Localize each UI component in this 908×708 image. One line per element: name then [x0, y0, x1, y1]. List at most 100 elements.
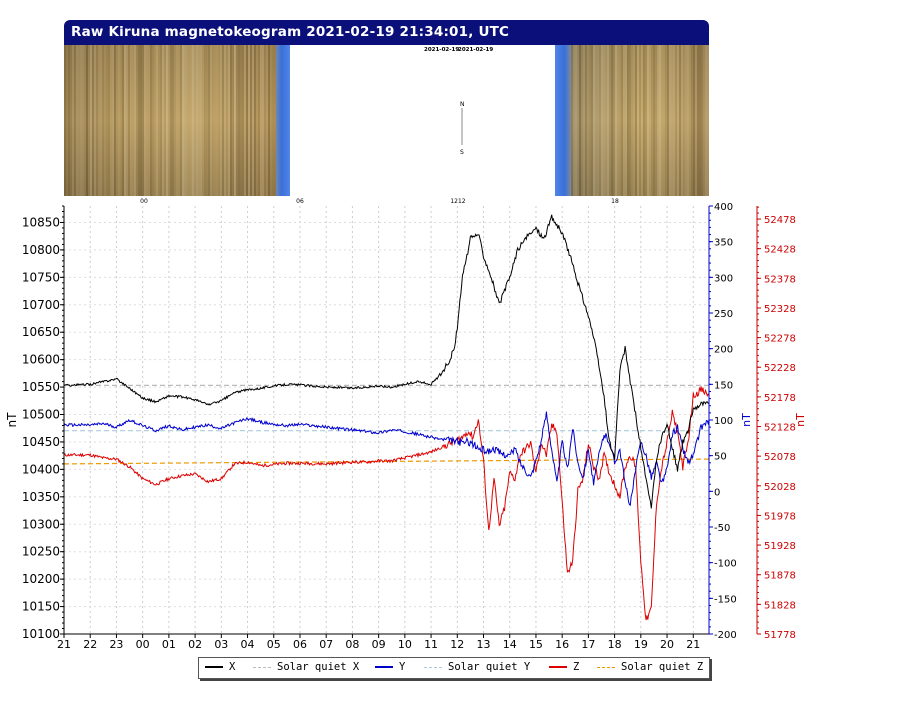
keogram-hour-label: 00 — [140, 198, 148, 205]
keogram-stripe — [94, 45, 96, 196]
keogram-stripe — [104, 45, 106, 196]
north-label: N — [460, 101, 465, 108]
keogram-stripe — [240, 45, 242, 196]
keogram-stripe — [222, 45, 224, 196]
keogram-stripe — [100, 45, 102, 196]
keogram-stripe — [651, 45, 653, 196]
keogram-stripe — [649, 45, 651, 196]
keogram-stripe — [248, 45, 250, 196]
keogram-stripe — [230, 45, 232, 196]
keogram-stripe — [226, 45, 228, 196]
keogram-stripe — [196, 45, 198, 196]
x-tick-label: 08 — [345, 638, 359, 651]
keogram-stripe — [192, 45, 194, 196]
y-tick-label-right-1: 400 — [714, 202, 733, 213]
keogram-stripe — [627, 45, 629, 196]
keogram-stripe — [180, 45, 182, 196]
keogram-stripe — [224, 45, 226, 196]
y-tick-label-right-1: -150 — [714, 594, 737, 605]
x-tick-label: 09 — [372, 638, 386, 651]
keogram-stripe — [102, 45, 104, 196]
x-tick-label: 17 — [581, 638, 595, 651]
keogram-stripe — [140, 45, 142, 196]
keogram-stripe — [200, 45, 202, 196]
keogram-stripe — [190, 45, 192, 196]
keogram-stripe — [110, 45, 112, 196]
keogram-stripe — [587, 45, 589, 196]
x-tick-label: 21 — [686, 638, 700, 651]
keogram-stripe — [585, 45, 587, 196]
x-tick-label: 22 — [83, 638, 97, 651]
keogram-stripe — [64, 45, 66, 196]
keogram-stripe — [691, 45, 693, 196]
y-tick-label-right-1: 50 — [714, 452, 727, 463]
keogram-stripe — [645, 45, 647, 196]
keogram-stripe — [234, 45, 236, 196]
legend-item: Solar quiet Z — [597, 661, 703, 673]
keogram-stripe — [643, 45, 645, 196]
y-tick-label-left: 10750 — [22, 270, 60, 284]
keogram-hour-label: 18 — [611, 198, 619, 205]
keogram-stripe — [212, 45, 214, 196]
legend-swatch — [205, 666, 223, 668]
y-tick-label-right-2: 51828 — [764, 600, 796, 611]
keogram-stripe — [252, 45, 254, 196]
x-tick-label: 18 — [608, 638, 622, 651]
y-tick-label-right-2: 51978 — [764, 511, 796, 522]
legend-label: Z — [573, 661, 580, 673]
keogram-stripe — [625, 45, 627, 196]
keogram-stripe — [687, 45, 689, 196]
keogram-stripe — [108, 45, 110, 196]
keogram-stripe — [214, 45, 216, 196]
y-tick-label-right-1: 350 — [714, 238, 733, 249]
keogram-stripe — [633, 45, 635, 196]
y-tick-label-right-2: 52478 — [764, 215, 796, 226]
keogram-stripe — [126, 45, 128, 196]
y-tick-label-left: 10350 — [22, 490, 60, 504]
keogram-stripe — [184, 45, 186, 196]
keogram-stripe — [138, 45, 140, 196]
keogram-stripe — [162, 45, 164, 196]
y-tick-label-right-2: 52128 — [764, 423, 796, 434]
keogram-stripe — [116, 45, 118, 196]
x-tick-label: 21 — [57, 638, 71, 651]
series-line-solar-quiet-z — [63, 458, 710, 465]
x-tick-label: 19 — [634, 638, 648, 651]
keogram-stripe — [262, 45, 264, 196]
y-axis-label-right-1: nT — [740, 413, 753, 427]
keogram-stripe — [238, 45, 240, 196]
keogram-stripe — [623, 45, 625, 196]
keogram-stripe — [160, 45, 162, 196]
y-tick-label-right-2: 52428 — [764, 245, 796, 256]
keogram-stripe — [174, 45, 176, 196]
y-axis-label-left: nT — [5, 412, 19, 428]
y-tick-label-left: 10850 — [22, 215, 60, 229]
keogram-stripe — [665, 45, 667, 196]
keogram-stripe — [617, 45, 619, 196]
x-tick-label: 13 — [477, 638, 491, 651]
keogram-stripe — [579, 45, 581, 196]
keogram-stripe — [685, 45, 687, 196]
keogram-stripe — [699, 45, 701, 196]
y-tick-label-right-2: 51928 — [764, 541, 796, 552]
keogram-stripe — [611, 45, 613, 196]
keogram-stripe — [635, 45, 637, 196]
keogram-stripe — [657, 45, 659, 196]
y-tick-label-right-2: 51778 — [764, 630, 796, 641]
x-tick-label: 12 — [450, 638, 464, 651]
keogram-stripe — [669, 45, 671, 196]
x-tick-label: 10 — [398, 638, 412, 651]
keogram-dusk-band — [555, 45, 571, 196]
keogram-day-gap — [290, 45, 555, 196]
keogram-stripe — [667, 45, 669, 196]
y-tick-label-right-2: 51878 — [764, 571, 796, 582]
y-tick-label-left: 10500 — [22, 408, 60, 422]
y-tick-label-left: 10600 — [22, 353, 60, 367]
legend-item: Z — [549, 661, 579, 673]
keogram-stripe — [270, 45, 272, 196]
keogram-stripe — [573, 45, 575, 196]
keogram-stripe — [198, 45, 200, 196]
keogram-stripe — [188, 45, 190, 196]
keogram-stripe — [272, 45, 274, 196]
x-tick-label: 11 — [424, 638, 438, 651]
